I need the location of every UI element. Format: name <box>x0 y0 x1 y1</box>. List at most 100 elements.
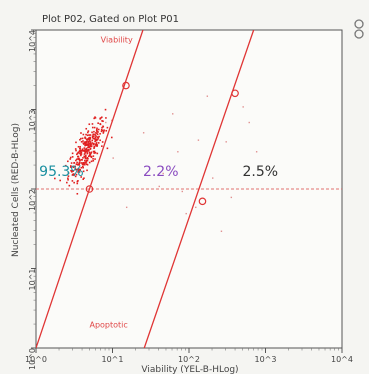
event-point <box>81 163 84 166</box>
event-point <box>94 152 97 154</box>
event-point <box>89 141 92 143</box>
event-point <box>91 136 94 139</box>
event-point <box>101 120 103 122</box>
event-point <box>83 147 86 149</box>
x-tick-label: 10^3 <box>255 355 277 364</box>
event-point <box>88 137 90 140</box>
event-point <box>71 156 74 158</box>
event-point <box>79 152 81 155</box>
event-point <box>86 143 89 145</box>
event-point <box>80 137 82 140</box>
gate-handle[interactable] <box>231 89 239 98</box>
event-point <box>73 161 76 164</box>
event-point <box>78 162 81 165</box>
event-point <box>96 132 98 134</box>
event-point <box>85 148 87 151</box>
event-point <box>97 131 99 133</box>
event-point <box>64 164 67 167</box>
event-point <box>82 142 85 144</box>
event-point <box>79 150 82 153</box>
settings-icon[interactable] <box>352 18 366 40</box>
event-point <box>88 150 90 152</box>
event-point <box>93 117 95 120</box>
event-point <box>96 128 98 131</box>
event-point <box>72 166 75 169</box>
event-point <box>84 141 86 143</box>
event-point <box>87 143 90 146</box>
event-point <box>94 134 97 136</box>
event-point <box>125 206 128 209</box>
event-point <box>105 117 107 119</box>
event-point <box>80 151 83 154</box>
event-point <box>94 136 97 139</box>
event-point <box>83 153 86 155</box>
event-point <box>78 157 80 160</box>
event-point <box>95 139 98 142</box>
gate-lines[interactable] <box>36 30 342 348</box>
event-point <box>94 143 97 146</box>
event-point <box>77 180 79 182</box>
plot-title: Plot P02, Gated on Plot P01 <box>42 14 179 25</box>
event-point <box>98 135 100 138</box>
event-point <box>93 130 95 133</box>
event-point <box>86 163 89 166</box>
event-point <box>87 130 90 132</box>
event-point <box>83 162 86 164</box>
event-point <box>99 139 101 142</box>
event-point <box>67 177 69 180</box>
event-point <box>81 148 84 151</box>
event-point <box>84 156 87 159</box>
event-point <box>96 138 98 141</box>
x-tick-label: 10^2 <box>178 355 200 364</box>
event-point <box>87 131 89 134</box>
event-point <box>85 140 88 143</box>
percentage-labels: Viability Apoptotic 95.3% 2.2% 2.5% <box>39 35 278 329</box>
event-point <box>80 141 83 143</box>
event-point <box>88 154 91 157</box>
event-point <box>76 192 79 195</box>
event-point <box>89 145 92 148</box>
event-point <box>84 157 87 160</box>
event-point <box>92 155 95 157</box>
event-point <box>91 142 94 144</box>
event-point <box>84 152 86 154</box>
event-point <box>77 167 80 170</box>
event-point <box>80 166 83 169</box>
event-point <box>75 141 77 144</box>
event-point <box>92 143 95 146</box>
gate-handle[interactable] <box>85 185 94 193</box>
event-point <box>101 145 103 147</box>
event-point <box>79 168 81 171</box>
quadrant-percentage: 2.2% <box>143 164 179 180</box>
event-point <box>95 142 98 144</box>
event-point <box>86 150 88 153</box>
event-point <box>88 151 91 154</box>
event-point <box>100 128 103 131</box>
event-point <box>220 230 223 232</box>
event-point <box>54 177 56 180</box>
event-point <box>67 175 70 177</box>
x-tick-label: 10^4 <box>331 355 353 364</box>
event-point <box>75 168 78 171</box>
event-point <box>82 157 84 159</box>
y-tick-label: 10^1 <box>28 269 37 291</box>
event-point <box>83 142 86 145</box>
event-point <box>70 169 72 172</box>
x-tick-label: 10^1 <box>102 355 124 364</box>
event-point <box>103 129 105 131</box>
gate-handle[interactable] <box>198 197 207 206</box>
event-point <box>82 140 84 142</box>
event-point <box>74 165 76 168</box>
event-point <box>195 206 197 209</box>
event-point <box>78 163 81 166</box>
event-point <box>102 130 105 133</box>
event-point <box>78 150 81 153</box>
event-point <box>75 159 77 162</box>
y-tick-label: 10^4 <box>28 30 37 52</box>
event-point <box>99 123 101 125</box>
event-point <box>76 158 78 161</box>
event-point <box>95 129 98 132</box>
gate-handle[interactable] <box>122 81 130 90</box>
event-point <box>87 138 89 140</box>
event-point <box>93 133 95 136</box>
